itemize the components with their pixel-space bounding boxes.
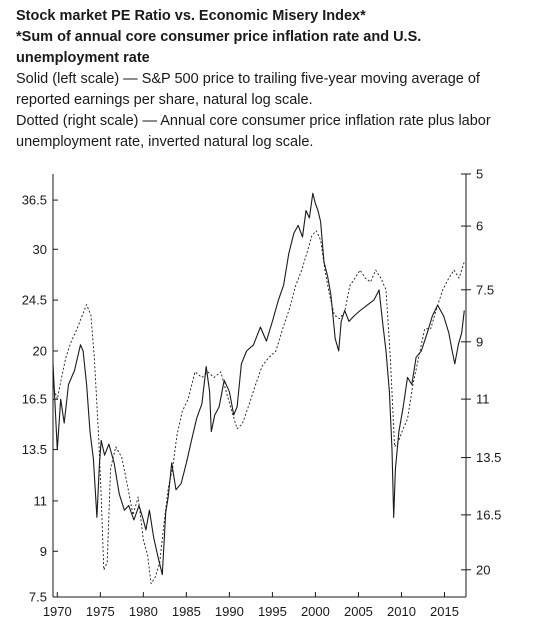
x-tick-label: 2015	[430, 604, 459, 619]
x-tick-label: 2000	[301, 604, 330, 619]
chart-axes	[52, 173, 471, 598]
x-tick-label: 2010	[387, 604, 416, 619]
left-tick-label: 20	[33, 343, 47, 358]
x-tick-label: 2005	[344, 604, 373, 619]
right-tick-label: 16.5	[476, 507, 501, 522]
right-tick-label: 6	[476, 219, 483, 234]
x-tick-label: 1970	[43, 604, 72, 619]
left-tick-label: 9	[40, 544, 47, 559]
dotted-line-note: Dotted (right scale) — Annual core consu…	[16, 113, 491, 150]
x-tick-label: 1985	[172, 604, 201, 619]
right-tick-label: 7.5	[476, 282, 494, 297]
chart-subtitle: *Sum of annual core consumer price infla…	[16, 29, 422, 66]
right-tick-label: 20	[476, 562, 490, 577]
left-tick-label: 11	[34, 493, 48, 508]
solid-line-note: Solid (left scale) — S&P 500 price to tr…	[16, 71, 480, 108]
chart-header: Stock market PE Ratio vs. Economic Miser…	[16, 6, 526, 153]
misery-index-line	[52, 230, 465, 585]
left-tick-label: 7.5	[29, 590, 47, 605]
x-tick-label: 1995	[258, 604, 287, 619]
x-tick-label: 1990	[215, 604, 244, 619]
right-tick-label: 13.5	[476, 450, 501, 465]
chart-series	[52, 192, 465, 585]
x-tick-label: 1980	[129, 604, 158, 619]
left-tick-label: 16.5	[22, 392, 47, 407]
left-tick-label: 30	[33, 242, 47, 257]
chart-title: Stock market PE Ratio vs. Economic Miser…	[16, 8, 366, 24]
right-tick-label: 9	[476, 334, 483, 349]
chart-tick-labels: 7.5 9 11 13.5 16.5 20 24.5 30 36.5 5 6 7.5 9 11 13.5 16…	[22, 167, 502, 620]
left-tick-label: 24.5	[22, 293, 47, 308]
pe-ratio-line	[52, 192, 465, 576]
left-tick-label: 13.5	[22, 442, 47, 457]
right-tick-label: 11	[476, 392, 490, 407]
right-tick-label: 5	[476, 167, 483, 182]
x-tick-label: 1975	[86, 604, 115, 619]
left-tick-label: 36.5	[22, 193, 47, 208]
